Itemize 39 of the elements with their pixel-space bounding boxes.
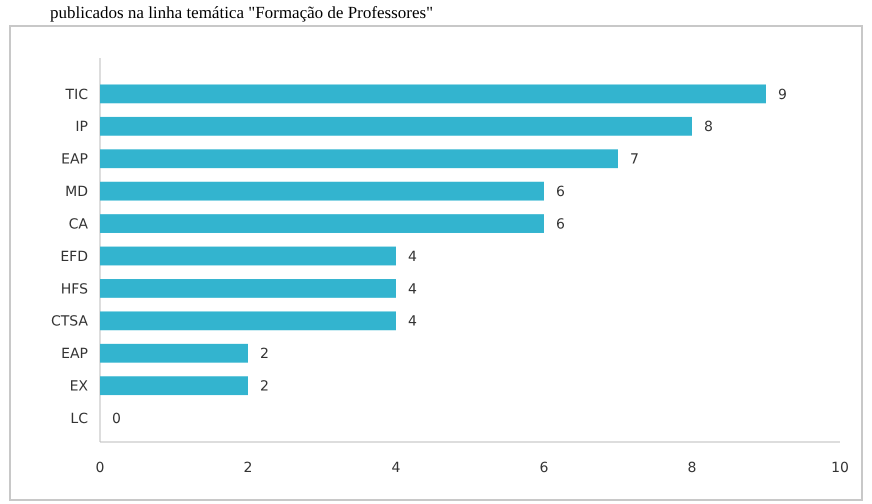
- y-tick-label: HFS: [60, 281, 88, 298]
- data-label: 4: [408, 314, 417, 330]
- data-label: 2: [260, 378, 269, 395]
- data-label: 0: [112, 411, 121, 428]
- x-tick-label: 6: [540, 460, 549, 476]
- x-tick-label: 10: [831, 460, 849, 476]
- x-tick-label: 8: [688, 460, 696, 476]
- y-tick-label: CTSA: [50, 314, 88, 330]
- bar: [100, 149, 618, 168]
- data-label: 4: [408, 248, 417, 265]
- bar: [100, 116, 692, 136]
- bar: [100, 246, 396, 266]
- data-label: 6: [556, 184, 565, 200]
- y-tick-label: EX: [70, 378, 88, 395]
- x-tick-label: 0: [96, 460, 104, 476]
- y-tick-label: CA: [68, 216, 88, 232]
- y-tick-label: EFD: [60, 248, 88, 265]
- y-tick-label: IP: [75, 119, 88, 136]
- x-tick-label: 4: [392, 460, 401, 476]
- x-tick-label: 2: [244, 460, 252, 476]
- data-label: 4: [408, 281, 417, 298]
- bar: [100, 376, 248, 396]
- data-label: 9: [778, 86, 787, 103]
- data-label: 2: [260, 346, 269, 362]
- chart-title: publicados na linha temática "Formação de Professores": [50, 3, 434, 22]
- bar: [100, 214, 544, 233]
- bar: [100, 344, 248, 363]
- y-tick-label: MD: [65, 184, 88, 200]
- y-tick-label: EAP: [61, 346, 88, 362]
- bar: [100, 311, 396, 330]
- bar: [100, 84, 766, 104]
- data-label: 8: [704, 119, 713, 136]
- y-tick-label: EAP: [61, 152, 88, 168]
- data-label: 6: [556, 216, 565, 232]
- y-tick-label: LC: [70, 411, 88, 428]
- bar: [100, 182, 544, 201]
- data-label: 7: [630, 152, 639, 168]
- y-tick-label: TIC: [64, 86, 88, 103]
- bar: [100, 279, 396, 298]
